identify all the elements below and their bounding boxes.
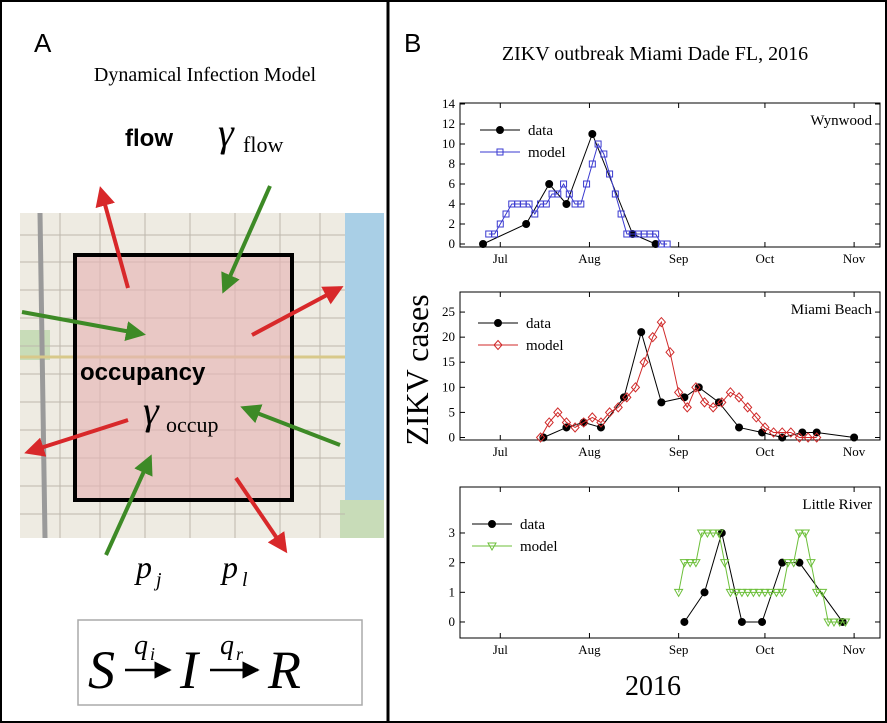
x-tick-label: Jul — [493, 444, 509, 459]
x-tick-label: Aug — [578, 251, 601, 266]
chart-title: Miami Beach — [791, 302, 873, 318]
gamma-flow: γ — [218, 110, 235, 155]
y-tick-label: 8 — [449, 156, 456, 171]
y-tick-label: 14 — [442, 96, 456, 111]
x-tick-label: Sep — [669, 642, 689, 657]
occupancy-label: occupancy — [80, 359, 206, 386]
formula-q-r: q — [220, 630, 234, 661]
data-point — [563, 201, 570, 208]
x-axis-label: 2016 — [625, 671, 681, 702]
legend-marker — [497, 127, 504, 134]
data-point — [658, 399, 665, 406]
x-tick-label: Oct — [756, 444, 775, 459]
legend-label: model — [528, 145, 566, 161]
y-tick-label: 0 — [449, 614, 456, 629]
data-point — [589, 131, 596, 138]
y-tick-label: 4 — [449, 196, 456, 211]
legend-label: data — [520, 517, 545, 533]
x-tick-label: Jul — [493, 642, 509, 657]
data-point — [681, 618, 688, 625]
y-tick-label: 2 — [449, 555, 456, 570]
p-l-sub: l — [242, 569, 248, 591]
formula-r: R — [267, 640, 301, 700]
x-tick-label: Nov — [843, 642, 866, 657]
legend-marker — [495, 320, 502, 327]
chart-title: Wynwood — [810, 113, 872, 129]
x-tick-label: Sep — [669, 444, 689, 459]
panel-title: ZIKV outbreak Miami Dade FL, 2016 — [502, 43, 808, 65]
p-l: p — [220, 549, 238, 585]
x-tick-label: Aug — [578, 642, 601, 657]
gamma-occup: γ — [143, 388, 160, 433]
p-j-sub: j — [153, 569, 162, 591]
x-tick-label: Nov — [843, 444, 866, 459]
formula-i: I — [179, 640, 201, 700]
y-tick-label: 0 — [449, 236, 456, 251]
series-line — [679, 533, 846, 622]
y-tick-label: 15 — [442, 354, 455, 369]
data-point — [701, 589, 708, 596]
legend-label: data — [526, 316, 551, 332]
data-point — [759, 429, 766, 436]
data-point — [736, 424, 743, 431]
x-tick-label: Jul — [493, 251, 509, 266]
series-line — [684, 533, 842, 622]
y-tick-label: 0 — [449, 429, 456, 444]
x-tick-label: Sep — [669, 251, 689, 266]
legend-label: data — [528, 123, 553, 139]
formula-q-i: q — [134, 630, 148, 661]
gamma-flow-sub: flow — [243, 132, 283, 157]
y-tick-label: 25 — [442, 304, 455, 319]
data-point — [759, 618, 766, 625]
y-tick-label: 2 — [449, 216, 456, 231]
data-point — [799, 429, 806, 436]
data-point — [480, 241, 487, 248]
y-tick-label: 5 — [449, 404, 456, 419]
formula-q-r-sub: r — [236, 644, 244, 664]
figure: A Dynamical Infection Model flow γ flow … — [0, 0, 887, 723]
x-tick-label: Nov — [843, 251, 866, 266]
x-tick-label: Oct — [756, 642, 775, 657]
panel-label: B — [404, 28, 421, 58]
y-axis-label: ZIKV cases — [399, 294, 435, 445]
legend-label: model — [526, 338, 564, 354]
panel-label: A — [34, 28, 52, 58]
formula-s: S — [88, 640, 115, 700]
chart-title: Little River — [802, 497, 872, 513]
data-point — [738, 618, 745, 625]
y-tick-label: 20 — [442, 329, 455, 344]
y-tick-label: 6 — [449, 176, 456, 191]
panel-title: Dynamical Infection Model — [94, 64, 317, 86]
legend-label: model — [520, 539, 558, 555]
y-tick-label: 3 — [449, 525, 456, 540]
formula-q-i-sub: i — [150, 644, 155, 664]
flow-label: flow — [125, 125, 173, 152]
y-tick-label: 10 — [442, 136, 455, 151]
gamma-occup-sub: occup — [166, 412, 219, 437]
data-point — [638, 329, 645, 336]
p-j: p — [134, 549, 152, 585]
x-tick-label: Aug — [578, 444, 601, 459]
y-tick-label: 12 — [442, 116, 455, 131]
data-point — [523, 221, 530, 228]
x-tick-label: Oct — [756, 251, 775, 266]
data-point — [546, 181, 553, 188]
y-tick-label: 1 — [449, 584, 456, 599]
data-point — [851, 434, 858, 441]
series-line — [483, 134, 656, 244]
y-tick-label: 10 — [442, 379, 455, 394]
legend-marker — [489, 521, 496, 528]
